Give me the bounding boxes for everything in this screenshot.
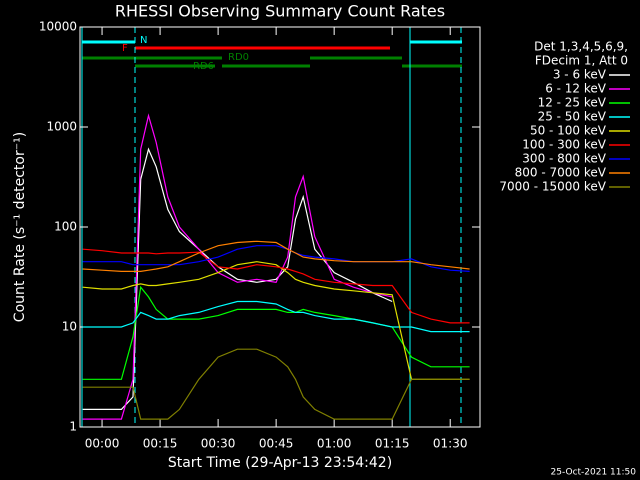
annotation: RD6 bbox=[193, 61, 214, 72]
y-tick-label: 1 bbox=[69, 420, 77, 434]
legend-header: FDecim 1, Att 0 bbox=[535, 54, 628, 68]
plot-frame bbox=[79, 26, 481, 428]
x-tick-label: 01:00 bbox=[317, 437, 352, 451]
series-line bbox=[82, 245, 470, 272]
x-tick-label: 01:15 bbox=[375, 437, 410, 451]
y-tick-label: 10 bbox=[62, 320, 77, 334]
series-line bbox=[82, 147, 393, 410]
y-tick-label: 100 bbox=[54, 220, 77, 234]
legend-label: 50 - 100 keV bbox=[530, 124, 607, 138]
series-line bbox=[82, 248, 470, 324]
legend-label: 12 - 25 keV bbox=[538, 96, 607, 110]
legend-header: Det 1,3,4,5,6,9, bbox=[534, 40, 628, 54]
x-tick-label: 00:15 bbox=[143, 437, 178, 451]
series-line bbox=[82, 261, 470, 380]
series-line bbox=[82, 113, 393, 420]
x-tick-label: 00:45 bbox=[259, 437, 294, 451]
chart-title: RHESSI Observing Summary Count Rates bbox=[115, 2, 445, 21]
y-tick-label: 10000 bbox=[39, 20, 77, 34]
legend-label: 300 - 800 keV bbox=[522, 152, 606, 166]
annotation: F bbox=[122, 43, 128, 54]
legend-label: 25 - 50 keV bbox=[538, 110, 607, 124]
series-line bbox=[82, 300, 470, 333]
y-tick-label: 1000 bbox=[46, 120, 77, 134]
x-tick-label: 01:30 bbox=[433, 437, 468, 451]
y-axis-label: Count Rate (s⁻¹ detector⁻¹) bbox=[12, 132, 28, 322]
legend-label: 6 - 12 keV bbox=[545, 82, 607, 96]
x-axis-label: Start Time (29-Apr-13 23:54:42) bbox=[168, 455, 392, 471]
annotation: N bbox=[140, 35, 147, 46]
series-line bbox=[82, 285, 470, 380]
series-line bbox=[82, 240, 470, 272]
annotation: RD0 bbox=[228, 52, 249, 63]
timestamp: 25-Oct-2021 11:50 bbox=[551, 468, 637, 478]
x-tick-label: 00:00 bbox=[85, 437, 120, 451]
legend-label: 100 - 300 keV bbox=[522, 138, 606, 152]
legend-label: 7000 - 15000 keV bbox=[499, 180, 606, 194]
legend-label: 3 - 6 keV bbox=[553, 68, 607, 82]
legend-label: 800 - 7000 keV bbox=[515, 166, 607, 180]
x-tick-label: 00:30 bbox=[201, 437, 236, 451]
series-line bbox=[82, 348, 470, 420]
